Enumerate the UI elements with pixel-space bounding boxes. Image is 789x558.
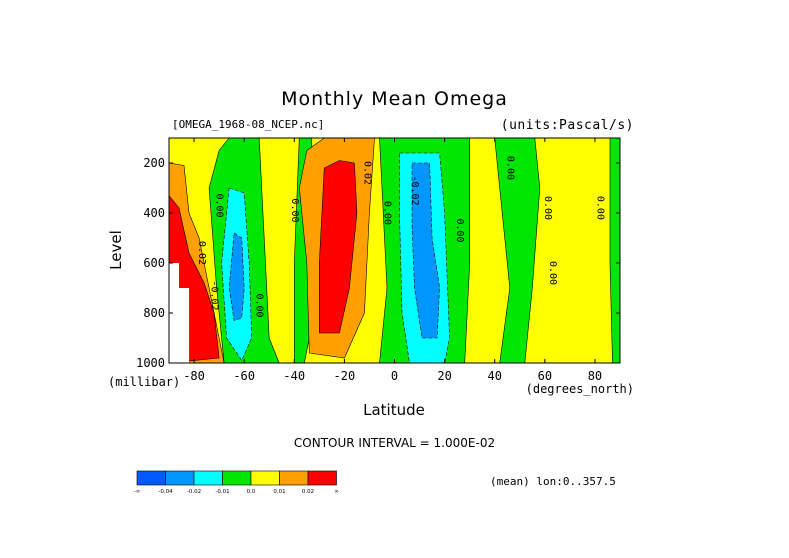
- contour-band-2: [228, 232, 245, 321]
- colorbar-label-5: 0.01: [273, 489, 285, 495]
- y-tick-label-3: 800: [143, 306, 165, 320]
- x-tick-label-0: -80: [183, 369, 205, 383]
- colorbar-swatch-5: [279, 470, 309, 486]
- contour-label-5: 0.02: [361, 161, 372, 185]
- file-label: [OMEGA_1968-08_NCEP.nc]: [172, 118, 325, 131]
- colorbar-label-4: 0.0: [247, 489, 256, 495]
- contour-band-10: [411, 162, 440, 339]
- contour-band-7: [318, 160, 358, 334]
- colorbar-swatch-0: [136, 470, 166, 486]
- contour-label-10: 0.00: [542, 196, 553, 220]
- plot-area: [169, 138, 620, 363]
- colorbar-label-1: -0.04: [158, 489, 173, 495]
- x-tick-label-4: 0: [391, 369, 398, 383]
- units-label: (units:Pascal/s): [500, 118, 634, 133]
- contour-band-12: [609, 138, 620, 363]
- y-tick-label-1: 400: [143, 206, 165, 220]
- x-axis-units: (degrees_north): [526, 382, 634, 396]
- missing-data-block-1: [179, 288, 190, 363]
- x-tick-label-2: -40: [283, 369, 305, 383]
- contour-label-6: 0.00: [382, 201, 393, 225]
- contour-label-12: 0.00: [595, 196, 606, 220]
- contour-label-9: 0.00: [504, 156, 515, 180]
- colorbar-label-0: -∞: [134, 489, 141, 495]
- x-tick-label-3: -20: [334, 369, 356, 383]
- contour-band-11: [494, 138, 541, 363]
- x-axis: -80 -60 -40 -20 0 20 40 60 80: [183, 138, 602, 383]
- contour-label-11: 0.00: [547, 261, 558, 285]
- y-axis-units: (millibar): [108, 375, 180, 389]
- x-tick-label-6: 40: [487, 369, 501, 383]
- contour-label-7: -0.02: [409, 175, 420, 205]
- contour-label-2: -0.02: [209, 280, 220, 310]
- colorbar: -∞ -0.04 -0.02 -0.01 0.0 0.01 0.02 ∞: [134, 470, 339, 495]
- y-axis: 200 400 600 800 1000: [136, 156, 620, 370]
- colorbar-swatch-1: [165, 470, 195, 486]
- colorbar-label-7: ∞: [334, 489, 339, 495]
- x-axis-label: Latitude: [363, 401, 425, 419]
- colorbar-label-3: -0.01: [215, 489, 229, 495]
- colorbar-label-2: -0.02: [187, 489, 201, 495]
- contour-label-3: 0.00: [254, 293, 265, 317]
- contour-interval-note: CONTOUR INTERVAL = 1.000E-02: [293, 436, 496, 450]
- y-tick-label-0: 200: [143, 156, 165, 170]
- colorbar-swatch-3: [222, 470, 252, 486]
- contour-labels: 0.00 0.02 -0.02 0.00 0.00 0.02 0.00 -0.02 0.00 0.…: [196, 156, 605, 318]
- chart-title: Monthly Mean Omega: [281, 88, 508, 110]
- contour-label-1: 0.02: [196, 241, 207, 265]
- contour-label-8: 0.00: [454, 218, 465, 242]
- colorbar-swatch-6: [307, 470, 337, 486]
- y-tick-label-2: 600: [143, 256, 165, 270]
- x-tick-label-7: 60: [538, 369, 552, 383]
- contour-label-0: 0.00: [214, 193, 225, 217]
- contour-label-4: 0.00: [289, 198, 300, 222]
- y-tick-label-4: 1000: [136, 356, 165, 370]
- colorbar-swatch-4: [250, 470, 280, 486]
- x-tick-label-8: 80: [588, 369, 602, 383]
- mean-longitude-note: (mean) lon:0..357.5: [490, 475, 616, 488]
- colorbar-swatch-2: [193, 470, 223, 486]
- colorbar-label-6: 0.02: [302, 489, 314, 495]
- x-tick-label-5: 20: [437, 369, 451, 383]
- y-axis-label: Level: [107, 230, 125, 270]
- x-tick-label-1: -60: [233, 369, 255, 383]
- missing-data-block-0: [169, 263, 180, 363]
